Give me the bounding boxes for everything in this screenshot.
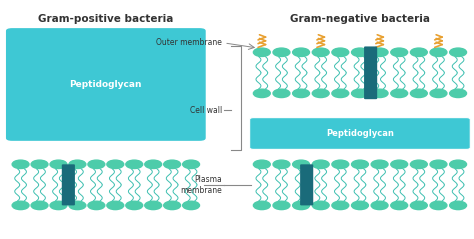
Circle shape [292,160,310,168]
Circle shape [352,89,368,98]
Circle shape [12,201,29,210]
Circle shape [273,48,290,56]
Circle shape [312,48,329,56]
Circle shape [145,201,162,210]
Circle shape [31,201,48,210]
Circle shape [332,89,349,98]
Circle shape [292,89,310,98]
Circle shape [410,201,427,210]
Circle shape [352,201,368,210]
Circle shape [312,89,329,98]
FancyBboxPatch shape [300,164,313,205]
Circle shape [126,160,143,168]
Circle shape [312,160,329,168]
Circle shape [430,48,447,56]
Circle shape [332,201,349,210]
Circle shape [273,160,290,168]
Circle shape [430,160,447,168]
Circle shape [371,89,388,98]
Circle shape [182,201,200,210]
Circle shape [292,201,310,210]
Circle shape [371,160,388,168]
Circle shape [107,201,124,210]
Text: Cell wall: Cell wall [190,106,222,115]
Circle shape [391,89,408,98]
Circle shape [410,89,427,98]
Circle shape [50,160,67,168]
Circle shape [88,201,105,210]
Circle shape [31,160,48,168]
Circle shape [391,160,408,168]
Circle shape [145,160,162,168]
Circle shape [50,201,67,210]
Text: Gram-negative bacteria: Gram-negative bacteria [290,14,430,24]
Circle shape [332,48,349,56]
FancyBboxPatch shape [250,118,470,149]
Text: Peptidoglycan: Peptidoglycan [326,129,394,138]
FancyBboxPatch shape [364,46,377,99]
Circle shape [273,201,290,210]
Circle shape [450,89,466,98]
FancyBboxPatch shape [5,27,207,142]
Circle shape [164,160,181,168]
Circle shape [126,201,143,210]
Circle shape [410,160,427,168]
Circle shape [107,160,124,168]
Circle shape [352,160,368,168]
Circle shape [371,48,388,56]
Circle shape [391,48,408,56]
Circle shape [410,48,427,56]
Circle shape [164,201,181,210]
Circle shape [182,160,200,168]
Circle shape [254,201,270,210]
Text: Peptidoglycan: Peptidoglycan [70,80,142,89]
Circle shape [254,48,270,56]
Circle shape [254,160,270,168]
Circle shape [371,201,388,210]
Circle shape [254,89,270,98]
Circle shape [312,201,329,210]
Circle shape [12,160,29,168]
FancyBboxPatch shape [62,164,75,205]
Circle shape [352,48,368,56]
Circle shape [391,201,408,210]
Circle shape [450,160,466,168]
Circle shape [430,89,447,98]
Circle shape [292,48,310,56]
Text: Outer membrane: Outer membrane [156,38,222,47]
Circle shape [88,160,105,168]
Text: Plasma
membrane: Plasma membrane [180,175,222,195]
Circle shape [273,89,290,98]
Circle shape [450,48,466,56]
Circle shape [69,201,86,210]
Circle shape [430,201,447,210]
Circle shape [450,201,466,210]
Circle shape [332,160,349,168]
Circle shape [69,160,86,168]
Text: Gram-positive bacteria: Gram-positive bacteria [38,14,173,24]
